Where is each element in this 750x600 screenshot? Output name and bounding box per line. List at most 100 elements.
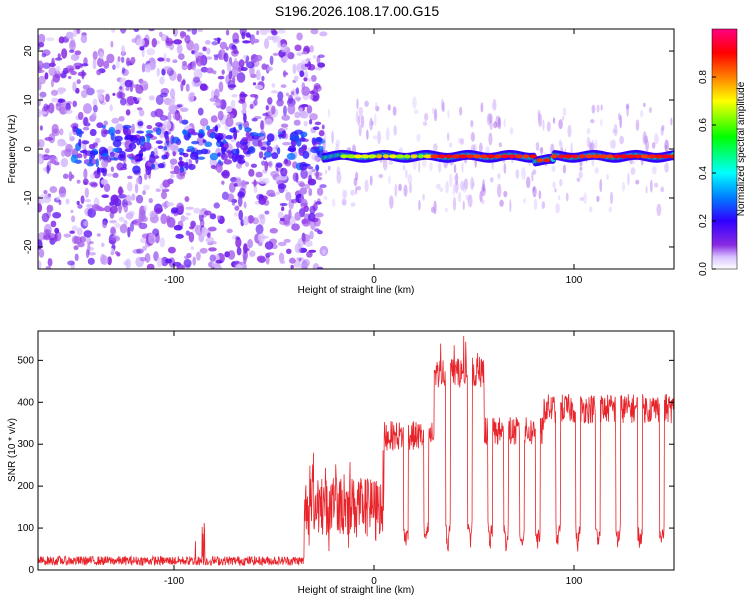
- heatmap-cell: [588, 141, 592, 150]
- heatmap-cell: [144, 253, 151, 263]
- heatmap-cell: [188, 163, 196, 171]
- heatmap-cell: [211, 41, 219, 46]
- heatmap-cell: [217, 152, 222, 157]
- heatmap-cell: [274, 35, 282, 42]
- spectrogram-ytick-label: 10: [23, 94, 34, 106]
- heatmap-cell: [211, 89, 215, 100]
- heatmap-cell: [172, 59, 178, 64]
- heatmap-cell: [112, 92, 116, 96]
- heatmap-cell: [448, 173, 453, 188]
- heatmap-cell: [442, 101, 445, 113]
- heatmap-cell: [445, 180, 449, 194]
- heatmap-cell: [202, 46, 207, 52]
- heatmap-cell: [304, 183, 311, 190]
- heatmap-cell: [145, 165, 152, 176]
- heatmap-cell: [221, 69, 225, 75]
- heatmap-cell: [39, 194, 46, 204]
- heatmap-cell: [277, 91, 284, 101]
- heatmap-cell: [72, 29, 78, 38]
- heatmap-cell: [497, 172, 501, 180]
- heatmap-cell: [642, 131, 647, 145]
- heatmap-cell: [52, 74, 61, 83]
- heatmap-cell: [263, 156, 267, 160]
- heatmap-cell: [542, 119, 545, 131]
- heatmap-cell: [558, 194, 561, 201]
- heatmap-cell: [355, 186, 358, 195]
- heatmap-cell: [169, 88, 176, 99]
- heatmap-cell: [141, 63, 146, 73]
- heatmap-cell: [50, 79, 54, 88]
- heatmap-cell: [226, 228, 233, 234]
- heatmap-cell: [192, 76, 201, 83]
- heatmap-cell: [138, 210, 146, 221]
- heatmap-cell: [385, 127, 390, 141]
- heatmap-cell: [181, 119, 189, 125]
- heatmap-cell: [106, 173, 113, 177]
- heatmap-cell: [190, 246, 195, 251]
- heatmap-cell: [38, 156, 43, 164]
- heatmap-cell: [146, 48, 156, 56]
- heatmap-cell: [96, 122, 104, 129]
- heatmap-cell: [491, 102, 497, 110]
- heatmap-cell: [82, 84, 91, 90]
- heatmap-cell: [431, 107, 435, 115]
- heatmap-cell: [43, 103, 49, 112]
- heatmap-cell: [177, 53, 185, 60]
- heatmap-cell: [369, 175, 373, 186]
- heatmap-cell: [258, 151, 264, 159]
- heatmap-cell: [451, 154, 461, 159]
- heatmap-cell: [515, 169, 520, 179]
- heatmap-cell: [86, 162, 94, 167]
- heatmap-cell: [231, 94, 238, 98]
- heatmap-cell: [253, 185, 258, 194]
- heatmap-cell: [645, 139, 650, 152]
- heatmap-cell: [481, 186, 486, 197]
- heatmap-cell: [131, 123, 135, 134]
- heatmap-cell: [205, 236, 215, 244]
- heatmap-cell: [398, 183, 402, 192]
- heatmap-cell: [258, 178, 266, 185]
- heatmap-cell: [515, 154, 523, 159]
- heatmap-cell: [570, 142, 573, 157]
- heatmap-cell: [630, 167, 636, 176]
- heatmap-cell: [306, 251, 313, 258]
- heatmap-cell: [209, 97, 217, 102]
- heatmap-cell: [223, 159, 233, 165]
- heatmap-cell: [357, 114, 360, 127]
- heatmap-cell: [578, 154, 586, 159]
- heatmap-cell: [439, 187, 444, 193]
- heatmap-cell: [115, 60, 120, 69]
- heatmap-cell: [48, 102, 55, 114]
- heatmap-cell: [182, 129, 187, 135]
- heatmap-cell: [130, 56, 136, 64]
- heatmap-cell: [236, 72, 246, 83]
- heatmap-cell: [253, 99, 258, 106]
- heatmap-cell: [302, 163, 311, 167]
- heatmap-cell: [183, 162, 188, 169]
- heatmap-cell: [266, 133, 275, 142]
- heatmap-cell: [317, 266, 324, 269]
- colorbar-tick-label: 0.0: [698, 262, 709, 276]
- heatmap-cell: [312, 126, 320, 131]
- heatmap-cell: [627, 172, 630, 186]
- heatmap-cell: [241, 31, 246, 40]
- heatmap-cell: [82, 126, 90, 131]
- heatmap-cell: [120, 56, 125, 63]
- heatmap-cell: [395, 154, 405, 159]
- heatmap-cell: [294, 242, 302, 254]
- heatmap-cell: [158, 31, 163, 38]
- heatmap-cell: [293, 119, 301, 126]
- heatmap-cell: [277, 211, 284, 220]
- heatmap-cell: [129, 85, 133, 93]
- heatmap-cell: [643, 102, 646, 108]
- heatmap-cell: [314, 66, 323, 71]
- heatmap-cell: [189, 152, 199, 160]
- heatmap-cell: [310, 146, 320, 150]
- heatmap-cell: [488, 113, 493, 124]
- heatmap-cell: [38, 82, 42, 91]
- heatmap-cell: [180, 215, 186, 223]
- heatmap-cell: [643, 135, 649, 144]
- heatmap-cell: [387, 104, 391, 111]
- heatmap-cell: [226, 113, 234, 120]
- heatmap-cell: [231, 76, 236, 84]
